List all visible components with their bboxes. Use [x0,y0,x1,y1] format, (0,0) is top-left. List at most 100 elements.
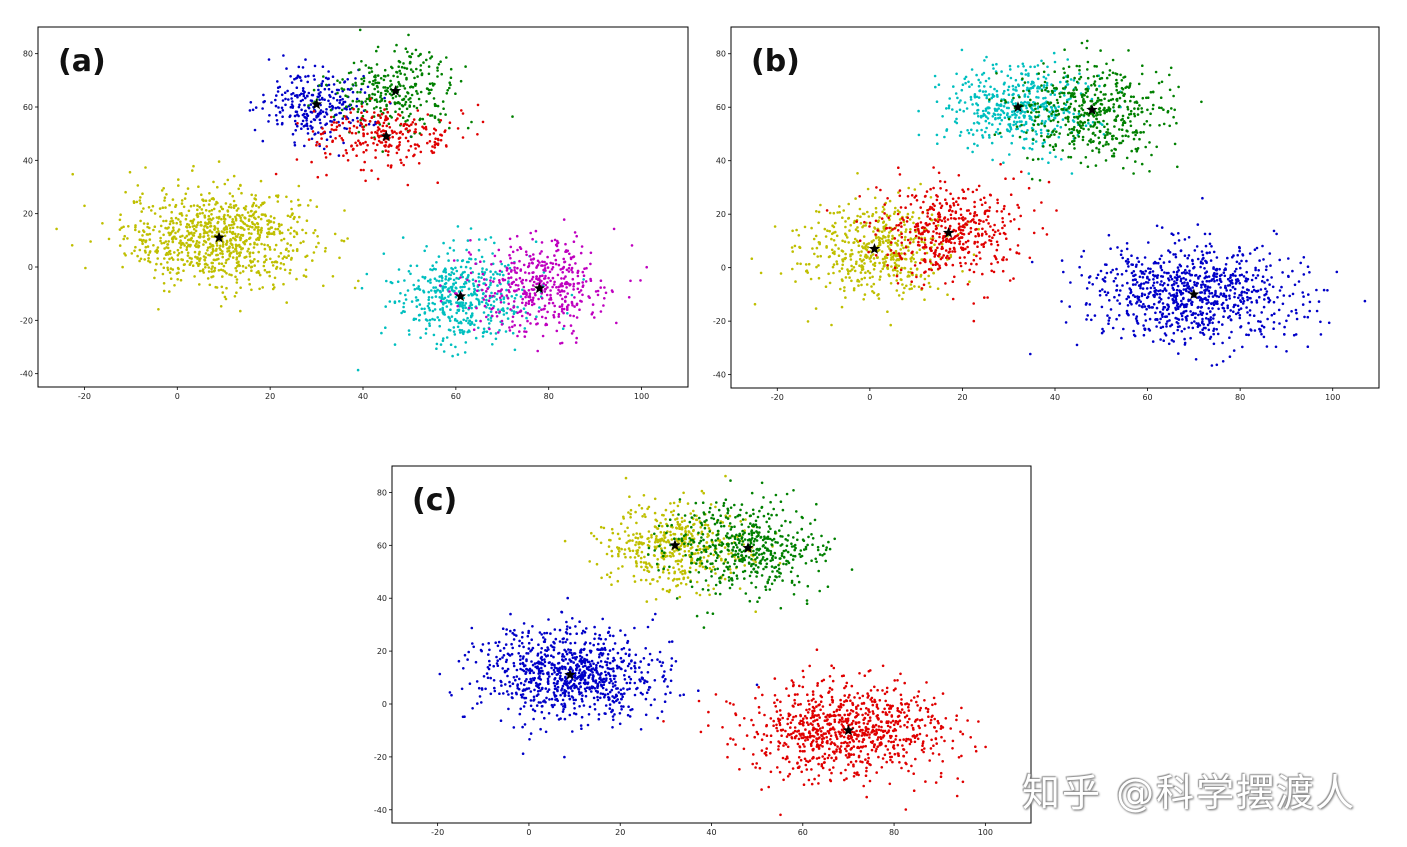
data-point [527,289,531,292]
data-point [909,283,913,286]
data-point [199,224,203,227]
data-point [275,94,278,97]
data-point [203,231,207,234]
data-point [362,117,365,121]
data-point [915,251,919,254]
data-point [847,241,850,244]
data-point [304,275,308,278]
data-point [1188,279,1192,283]
data-point [1161,308,1165,311]
data-point [254,225,258,229]
data-point [163,257,166,260]
data-point [456,127,460,130]
data-point [518,259,521,263]
data-point [551,262,555,265]
data-point [382,121,386,125]
data-point [572,240,576,243]
data-point [559,268,562,271]
data-point [278,85,282,89]
data-point [332,83,336,86]
data-point [938,232,941,236]
data-point [166,243,170,246]
data-point [1066,117,1070,121]
data-point [368,80,371,84]
data-point [1031,142,1035,145]
data-point [1134,133,1137,137]
data-point [365,102,369,106]
data-point [923,252,927,255]
data-point [387,150,390,153]
data-point [402,97,406,101]
data-point [1189,310,1192,313]
data-point [471,312,474,315]
data-point [874,206,878,210]
data-point [1147,267,1150,270]
data-point [231,194,234,198]
data-point [560,305,564,308]
data-point [448,81,452,84]
data-point [360,105,364,108]
data-point [346,159,350,162]
data-point [139,219,142,223]
data-point [406,50,409,54]
data-point [555,329,559,333]
data-point [948,247,952,251]
data-point [477,238,481,241]
data-point [317,88,320,92]
data-point [303,115,306,119]
data-point [1177,85,1180,89]
data-point [972,319,976,323]
data-point [438,318,441,322]
data-point [404,120,407,123]
data-point [914,261,917,264]
data-point [923,230,926,233]
data-point [959,207,963,211]
data-point [311,259,314,262]
data-point [414,123,418,126]
data-point [198,269,202,273]
data-point [868,276,872,280]
data-point [362,150,366,154]
data-point [898,189,902,192]
data-point [1012,88,1015,91]
data-point [1060,259,1064,262]
data-point [398,114,402,117]
data-point [165,193,168,196]
data-point [949,217,953,220]
data-point [444,281,448,285]
data-point [397,268,401,271]
data-point [138,259,141,263]
data-point [928,207,931,211]
data-point [905,220,909,223]
data-point [1070,92,1073,95]
data-point [929,196,933,199]
data-point [397,65,401,68]
data-point [532,296,535,300]
data-point [209,242,212,246]
data-point [831,265,835,269]
data-point [254,204,258,207]
data-point [513,324,516,327]
data-point [435,347,438,351]
data-point [445,56,448,59]
data-point [1145,296,1149,300]
data-point [467,306,471,310]
data-point [1042,138,1046,142]
data-point [263,260,267,264]
data-point [221,269,225,272]
data-point [345,105,348,108]
data-point [1080,93,1084,97]
data-point [444,277,448,281]
data-point [528,262,531,265]
data-point [981,272,984,276]
data-point [937,83,941,86]
data-point [207,266,211,269]
data-point [457,321,461,325]
data-point [253,258,256,261]
data-point [1025,88,1029,92]
data-point [1036,85,1040,88]
data-point [962,218,965,222]
data-point [192,227,196,231]
data-point [421,275,425,279]
data-point [433,308,437,311]
